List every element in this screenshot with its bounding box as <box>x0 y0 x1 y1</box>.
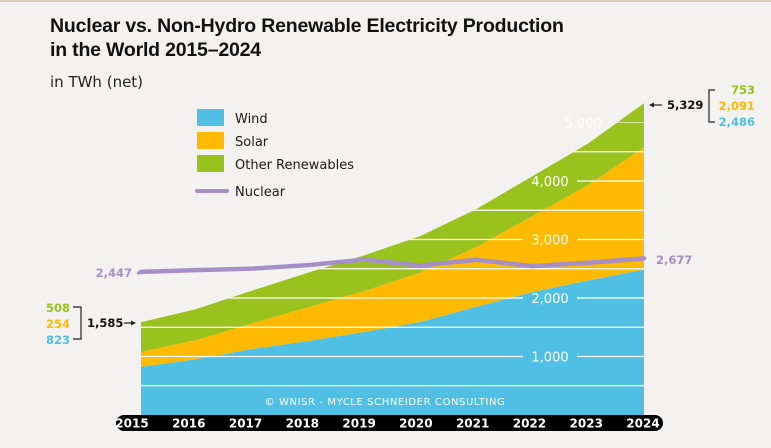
legend-swatch-solar <box>197 132 224 149</box>
area-wind <box>141 269 644 415</box>
start-bracket <box>73 306 82 340</box>
end-annotation: 5,329 753 2,091 2,486 2,677 <box>649 83 755 267</box>
area-other <box>141 103 644 352</box>
gridline-labels: 1,000 2,000 3,000 4,000 5,000 <box>531 117 601 366</box>
start-annotation: 508 254 823 1,585 2,447 <box>46 266 140 347</box>
legend-label-solar: Solar <box>235 135 269 150</box>
legend-swatch-wind <box>197 109 224 126</box>
end-other-value: 753 <box>731 83 755 97</box>
nuclear-line <box>138 256 647 275</box>
gridline-label-3000: 3,000 <box>531 234 568 249</box>
gridline-label-1000: 1,000 <box>531 351 568 366</box>
end-solar-value: 2,091 <box>719 99 755 113</box>
year-bar <box>116 415 663 431</box>
end-nuclear-value: 2,677 <box>656 253 692 267</box>
start-wind-value: 823 <box>46 333 70 347</box>
year-labels: 2015 2016 2017 2018 2019 2020 2021 2022 2023 2024 <box>115 417 659 431</box>
title-line-2: in the World 2015–2024 <box>50 39 261 61</box>
area-solar <box>141 147 644 367</box>
gridline-label-5000: 5,000 <box>564 117 601 132</box>
start-total-value: 1,585 <box>87 316 123 330</box>
year-label-2016: 2016 <box>172 417 205 431</box>
year-label-2024: 2024 <box>626 417 659 431</box>
top-border <box>0 0 771 2</box>
year-label-2022: 2022 <box>513 417 546 431</box>
chart-subtitle: in TWh (net) <box>50 73 144 91</box>
copyright-credit: © WNISR - MYCLE SCHNEIDER CONSULTING <box>265 397 506 408</box>
legend: Wind Solar Other Renewables Nuclear <box>195 109 354 200</box>
year-label-2015: 2015 <box>115 417 148 431</box>
year-label-2019: 2019 <box>342 417 375 431</box>
end-total-value: 5,329 <box>667 98 703 112</box>
gridline-label-4000: 4,000 <box>531 175 568 190</box>
end-wind-value: 2,486 <box>719 115 755 129</box>
year-label-2018: 2018 <box>286 417 319 431</box>
start-nuclear-value: 2,447 <box>96 266 132 280</box>
year-label-2017: 2017 <box>229 417 262 431</box>
legend-label-wind: Wind <box>235 112 268 127</box>
title-line-1: Nuclear vs. Non-Hydro Renewable Electric… <box>50 15 564 37</box>
year-label-2021: 2021 <box>456 417 489 431</box>
start-solar-value: 254 <box>46 317 70 331</box>
x-axis: 2015 2016 2017 2018 2019 2020 2021 2022 2023 2024 <box>115 415 663 431</box>
year-label-2023: 2023 <box>570 417 603 431</box>
end-arrow-head <box>649 102 654 108</box>
gridline-label-2000: 2,000 <box>531 292 568 307</box>
end-bracket <box>708 89 715 123</box>
chart-title: Nuclear vs. Non-Hydro Renewable Electric… <box>50 14 564 62</box>
legend-swatch-other <box>197 155 224 172</box>
stacked-areas <box>141 103 644 415</box>
start-arrow-head <box>131 320 136 326</box>
start-other-value: 508 <box>46 301 70 315</box>
nuclear-line-group <box>138 256 647 275</box>
legend-label-other: Other Renewables <box>235 158 354 173</box>
year-label-2020: 2020 <box>399 417 432 431</box>
legend-label-nuclear: Nuclear <box>235 185 286 200</box>
